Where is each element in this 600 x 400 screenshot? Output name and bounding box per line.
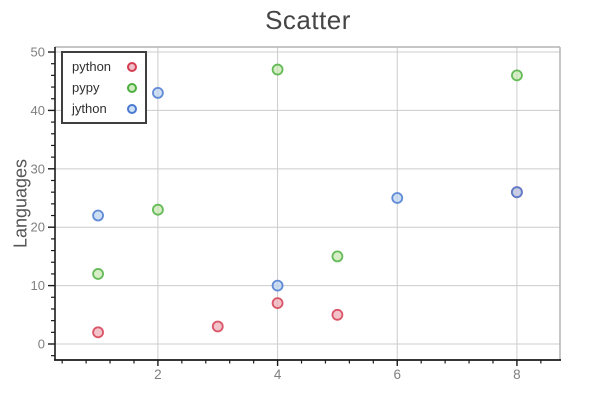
y-tick-label: 10 [31,278,45,293]
y-tick-label: 50 [31,45,45,60]
data-point-python [92,326,104,339]
y-tick-label: 40 [31,103,45,118]
x-tick-label: 6 [393,367,401,382]
y-tick-label: 30 [31,161,45,176]
data-point-python [331,308,344,321]
legend-label: pypy [72,80,100,95]
data-point-pypy [331,250,344,263]
chart-title: Scatter [265,5,351,35]
data-point-python [211,320,224,333]
data-point-pypy [511,69,523,82]
legend-marker-python-icon [127,61,137,72]
data-point-jython [152,86,164,99]
legend-marker-jython-icon [127,103,137,114]
legend: python pypy jython [61,51,147,124]
y-axis-label: Languages [10,158,31,249]
data-point-jython [511,186,523,199]
y-tick-label: 20 [31,220,45,235]
data-point-pypy [152,203,164,216]
x-tick-label: 2 [154,367,162,382]
legend-label: jython [72,101,107,116]
legend-item-pypy: pypy [72,80,137,95]
legend-label: python [72,59,112,74]
data-point-jython [391,192,404,204]
legend-marker-pypy-icon [127,82,137,93]
legend-item-python: python [72,59,137,74]
data-point-jython [92,209,104,222]
data-point-pypy [271,63,284,76]
data-point-pypy [92,268,104,280]
y-tick-label: 0 [38,336,45,351]
x-tick-label: 8 [513,367,521,382]
legend-item-jython: jython [72,101,137,116]
data-point-python [271,297,284,310]
x-tick-label: 4 [274,367,282,382]
data-point-jython [271,279,284,292]
